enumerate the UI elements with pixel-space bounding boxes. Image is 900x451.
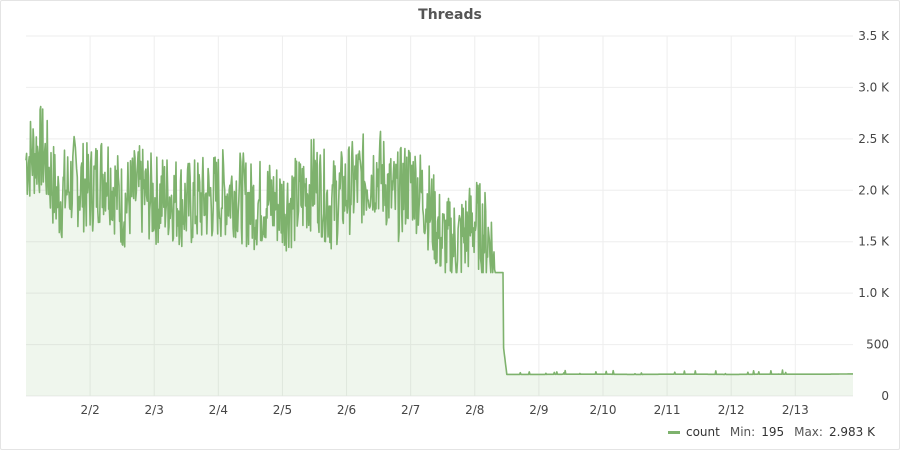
x-tick-label: 2/6 — [337, 403, 356, 417]
legend[interactable]: count Min: 195 Max: 2.983 K — [667, 425, 875, 439]
legend-max-label: Max: — [794, 425, 823, 439]
y-tick-label: 3.0 K — [858, 80, 890, 94]
x-tick-label: 2/11 — [654, 403, 681, 417]
x-tick-label: 2/9 — [529, 403, 548, 417]
legend-min-label: Min: — [729, 425, 756, 439]
series-count-line — [25, 105, 854, 376]
y-tick-label: 2.5 K — [858, 132, 890, 146]
y-tick-label: 3.5 K — [858, 29, 890, 43]
y-tick-label: 2.0 K — [858, 183, 890, 197]
legend-series-name[interactable]: count — [685, 425, 720, 439]
x-tick-label: 2/10 — [590, 403, 617, 417]
legend-min-value: 195 — [761, 425, 785, 439]
x-tick-label: 2/3 — [145, 403, 164, 417]
x-tick-label: 2/2 — [80, 403, 99, 417]
x-tick-label: 2/13 — [782, 403, 809, 417]
x-tick-label: 2/7 — [401, 403, 420, 417]
area-layer — [25, 105, 854, 396]
panel-title[interactable]: Threads — [418, 7, 482, 23]
y-tick-label: 1.5 K — [858, 235, 890, 249]
x-tick-label: 2/8 — [465, 403, 484, 417]
x-tick-label: 2/4 — [209, 403, 228, 417]
x-tick-label: 2/5 — [273, 403, 292, 417]
x-tick-label: 2/12 — [718, 403, 745, 417]
legend-max-value: 2.983 K — [828, 425, 875, 439]
legend-swatch — [667, 430, 680, 434]
x-axis: 2/2 2/3 2/4 2/5 2/6 2/7 2/8 2/9 2/10 2/11 2/12 2/13 — [80, 403, 808, 417]
y-tick-label: 0 — [881, 389, 889, 403]
y-tick-label: 500 — [866, 338, 889, 352]
y-tick-label: 1.0 K — [858, 286, 890, 300]
y-axis: 0 500 1.0 K 1.5 K 2.0 K 2.5 K 3.0 K 3.5 K — [858, 29, 890, 403]
